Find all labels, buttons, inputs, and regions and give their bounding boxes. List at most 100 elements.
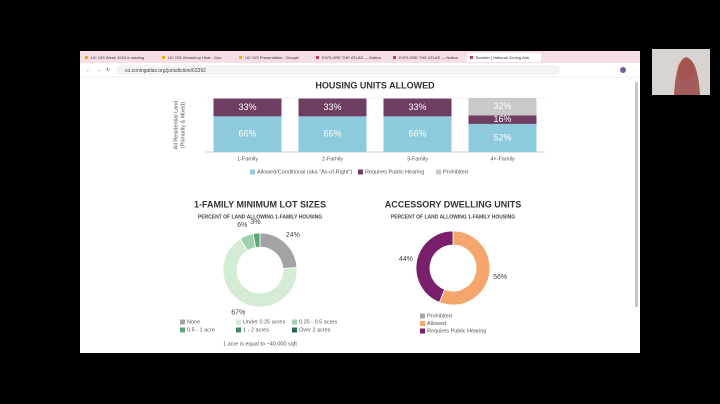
- legend-label: 1 - 2 acres: [243, 327, 269, 333]
- tab[interactable]: UC GIS Presentation - Google: [236, 53, 310, 62]
- chart-subtitle: PERCENT OF LAND ALLOWING 1-FAMILY HOUSIN…: [198, 214, 322, 220]
- legend-label: Over 2 acres: [299, 327, 331, 333]
- legend-swatch: [420, 321, 425, 326]
- legend-label: 0.25 - 0.5 acres: [299, 319, 337, 325]
- tab-background: [236, 53, 310, 62]
- legend-item[interactable]: Prohibited: [420, 313, 452, 319]
- legend-label: Prohibited: [443, 169, 468, 175]
- legend-item[interactable]: None: [180, 319, 200, 325]
- tab[interactable]: EXPLORE THE ATLAS — Nation: [390, 53, 464, 62]
- bar-segment: [468, 98, 537, 116]
- reload-button[interactable]: ↻: [106, 67, 110, 73]
- bar-segment: [298, 116, 367, 152]
- chart-title: HOUSING UNITS ALLOWED: [315, 80, 435, 90]
- value-label: 3%: [250, 219, 260, 226]
- stacked-bar-chart: HOUSING UNITS ALLOWED All Residential Lan…: [173, 80, 545, 175]
- legend-swatch: [236, 327, 241, 333]
- value-label: 66%: [238, 129, 256, 139]
- tabs: UC GIS Week 2024 is starting UC GIS Works…: [82, 53, 541, 62]
- bar-segment: [383, 98, 452, 117]
- bar-segment: [383, 116, 452, 152]
- legend-swatch: [420, 313, 425, 319]
- donut-chart: ACCESSORY DWELLING UNITS PERCENT OF LAND …: [385, 199, 522, 334]
- legend-item[interactable]: 1 - 2 acres: [236, 327, 269, 333]
- address-bar[interactable]: [116, 65, 560, 75]
- x-tick-label: 2-Family: [322, 156, 343, 162]
- bar-segment: [468, 123, 537, 152]
- footnote: 1 acre is equal to ~40,000 sqft: [223, 341, 297, 347]
- bar-segment: [298, 98, 367, 117]
- tab-background: [313, 53, 387, 62]
- tab-background: [159, 53, 233, 62]
- donut-segment: [252, 232, 261, 248]
- legend-item[interactable]: 0.5 - 1 acre: [180, 327, 215, 333]
- legend-label: Prohibited: [427, 313, 452, 319]
- value-label: 33%: [408, 102, 426, 112]
- legend-swatch: [250, 169, 255, 175]
- charts: HOUSING UNITS ALLOWED All Residential Lan…: [173, 80, 545, 347]
- webcam: [652, 49, 710, 95]
- back-button[interactable]: ←: [86, 67, 91, 73]
- bar-segment: [468, 115, 537, 124]
- legend-item[interactable]: Under 0.25 acres: [236, 319, 285, 325]
- scrollbar-thumb[interactable]: [635, 82, 638, 307]
- tab-title: UC GIS Workshop Heat - Goo: [168, 55, 222, 60]
- legend-item[interactable]: 0.25 - 0.5 acres: [292, 319, 337, 325]
- legend-item[interactable]: Requires Public Hearing: [420, 328, 486, 334]
- value-label: 44%: [399, 256, 413, 263]
- profile-icon[interactable]: [620, 67, 626, 73]
- legend-item[interactable]: Allowed/Conditional (aka "As-of-Right"): [250, 169, 352, 175]
- bar-segment: [213, 116, 282, 152]
- donut-segment: [222, 238, 298, 308]
- tab-title: Boulder | National Zoning Atla: [476, 55, 530, 60]
- legend-label: None: [187, 319, 200, 325]
- tab-icon: [85, 56, 88, 59]
- tab-icon: [162, 56, 165, 59]
- tab-title: UC GIS Presentation - Google: [245, 55, 300, 60]
- donut-segment: [438, 230, 491, 306]
- tab-title: UC GIS Week 2024 is starting: [91, 55, 144, 60]
- tab[interactable]: UC GIS Workshop Heat - Goo: [159, 53, 233, 62]
- legend-swatch: [420, 328, 425, 334]
- tab-background: [390, 53, 464, 62]
- value-label: 6%: [237, 222, 247, 229]
- x-tick-label: 1-Family: [237, 156, 258, 162]
- chart-title: ACCESSORY DWELLING UNITS: [385, 199, 522, 209]
- tab-icon: [393, 56, 396, 59]
- legend-label: Requires Public Hearing: [427, 328, 486, 334]
- tab-background: [82, 53, 156, 62]
- tab[interactable]: Boulder | National Zoning Atla: [467, 53, 541, 62]
- legend-label: Allowed/Conditional (aka "As-of-Right"): [257, 169, 352, 175]
- tab-title: EXPLORE THE ATLAS — Nation: [322, 55, 381, 60]
- tab-icon: [470, 56, 473, 59]
- donut-chart: 1-FAMILY MINIMUM LOT SIZES PERCENT OF LAN…: [180, 199, 337, 347]
- legend-item[interactable]: Over 2 acres: [292, 327, 331, 333]
- hair: [674, 57, 700, 95]
- chart-title: 1-FAMILY MINIMUM LOT SIZES: [194, 199, 326, 209]
- legend-item[interactable]: Prohibited: [436, 169, 468, 175]
- forward-button[interactable]: →: [96, 67, 101, 73]
- legend-swatch: [180, 327, 185, 333]
- value-label: 66%: [408, 129, 426, 139]
- y-axis-label: (Primarily & Mixed): [180, 102, 186, 149]
- value-label: 16%: [493, 114, 511, 124]
- tab[interactable]: UC GIS Week 2024 is starting: [82, 53, 156, 62]
- url-text: co.zoningatlas.org/jurisdiction/63392: [125, 68, 206, 74]
- legend-item[interactable]: Allowed: [420, 321, 446, 327]
- tab[interactable]: EXPLORE THE ATLAS — Nation: [313, 53, 387, 62]
- value-label: 56%: [493, 274, 507, 281]
- tab-icon: [316, 56, 319, 59]
- value-label: 66%: [323, 129, 341, 139]
- value-label: 33%: [323, 102, 341, 112]
- tab-icon: [239, 56, 242, 59]
- tab-title: EXPLORE THE ATLAS — Nation: [399, 55, 458, 60]
- tab-background: [467, 53, 541, 62]
- browser-window: ← → ↻ co.zoningatlas.org/jurisdiction/63…: [80, 51, 640, 353]
- bar-segment: [213, 98, 282, 117]
- x-tick-label: 3-Family: [407, 156, 428, 162]
- legend-label: Allowed: [427, 321, 446, 327]
- x-tick-label: 4+-Family: [490, 156, 515, 162]
- legend-swatch: [236, 319, 241, 325]
- legend-swatch: [358, 169, 363, 175]
- legend-item[interactable]: Requires Public Hearing: [358, 169, 424, 175]
